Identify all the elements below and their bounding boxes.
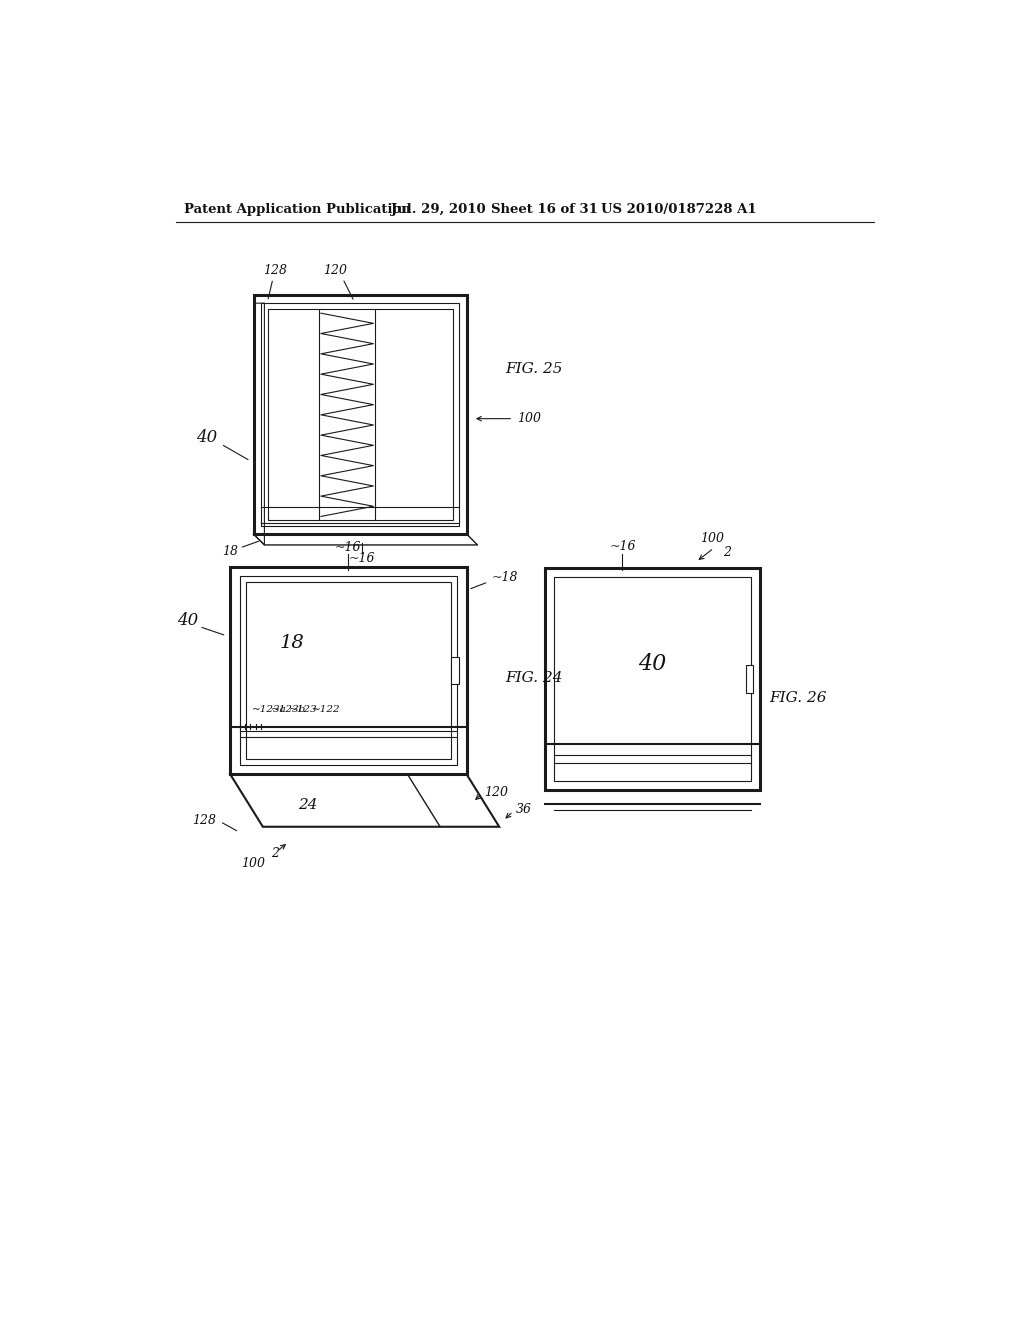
Text: 18: 18 [280,635,305,652]
Text: 2: 2 [271,847,280,861]
Text: ~16: ~16 [609,540,636,553]
Bar [452,656,459,684]
Text: ~123a: ~123a [252,705,287,714]
Text: 100: 100 [242,857,265,870]
Text: 40: 40 [639,652,667,675]
Bar [254,296,467,535]
Text: ~18: ~18 [492,570,518,583]
Bar [240,576,458,766]
Text: FIG. 24: FIG. 24 [506,671,563,685]
Bar [261,304,459,527]
Text: ~16: ~16 [349,552,376,565]
Text: FIG. 26: FIG. 26 [770,692,827,705]
Text: ~122: ~122 [311,705,340,714]
Text: 120: 120 [483,785,508,799]
Text: 100: 100 [517,412,541,425]
Bar [545,568,761,789]
Polygon shape [230,775,500,826]
Text: 128: 128 [193,814,216,828]
Text: 36: 36 [516,804,532,816]
Text: ~123b: ~123b [270,705,306,714]
Bar [230,566,467,775]
Text: ~16: ~16 [335,541,361,554]
Bar [267,309,453,520]
Text: 40: 40 [197,429,218,446]
Text: 24: 24 [298,799,317,812]
Bar [746,665,753,693]
Text: 100: 100 [700,532,724,545]
Text: Sheet 16 of 31: Sheet 16 of 31 [490,203,598,216]
Text: 2: 2 [723,546,731,560]
Text: ~123: ~123 [289,705,317,714]
Text: FIG. 25: FIG. 25 [506,362,563,376]
Text: US 2010/0187228 A1: US 2010/0187228 A1 [601,203,757,216]
Text: 40: 40 [177,612,199,628]
Text: 120: 120 [323,264,347,277]
Text: Patent Application Publication: Patent Application Publication [183,203,411,216]
Text: Jul. 29, 2010: Jul. 29, 2010 [391,203,486,216]
Bar [246,582,452,759]
Text: 18: 18 [222,545,239,557]
Bar [554,577,751,780]
Text: 128: 128 [263,264,288,277]
